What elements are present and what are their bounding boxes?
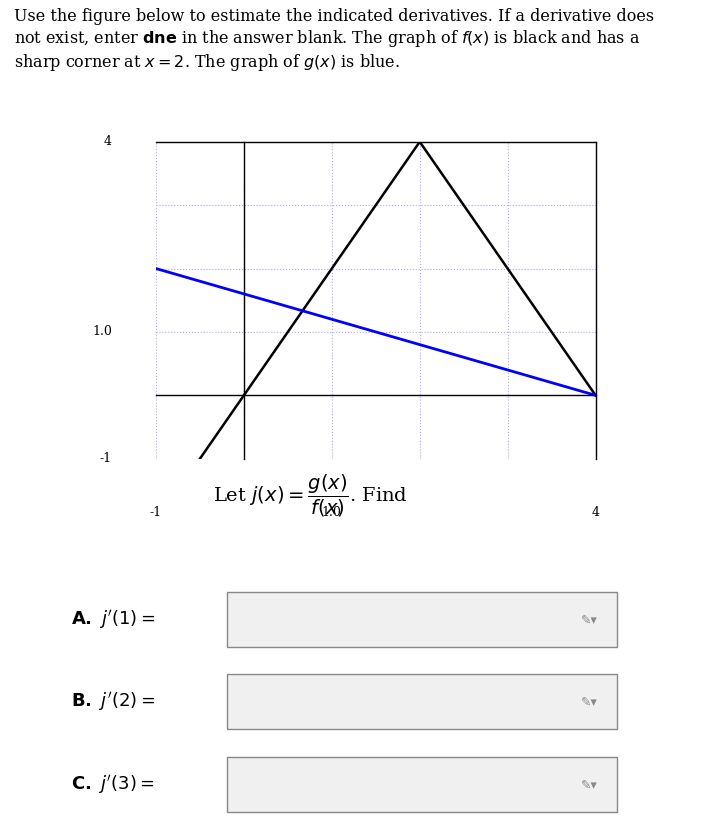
Text: 4: 4 — [591, 506, 600, 520]
FancyBboxPatch shape — [227, 592, 617, 647]
Text: 1.0: 1.0 — [322, 506, 342, 520]
Text: $\mathbf{C.}\ j'(3) =$: $\mathbf{C.}\ j'(3) =$ — [71, 773, 155, 796]
Text: $\mathbf{B.}\ j'(2) =$: $\mathbf{B.}\ j'(2) =$ — [71, 691, 155, 713]
Text: Use the figure below to estimate the indicated derivatives. If a derivative does: Use the figure below to estimate the ind… — [14, 8, 654, 73]
Text: ✎▾: ✎▾ — [581, 696, 598, 708]
Text: 1.0: 1.0 — [92, 325, 112, 339]
Text: Let $j(x) = \dfrac{g(x)}{f(x)}$. Find: Let $j(x) = \dfrac{g(x)}{f(x)}$. Find — [213, 473, 408, 520]
Text: -1: -1 — [150, 506, 162, 520]
Text: $\mathbf{A.}\ j'(1) =$: $\mathbf{A.}\ j'(1) =$ — [71, 608, 155, 631]
Text: ✎▾: ✎▾ — [581, 613, 598, 626]
Text: -1: -1 — [100, 452, 112, 465]
FancyBboxPatch shape — [227, 675, 617, 730]
Text: 4: 4 — [104, 135, 112, 148]
FancyBboxPatch shape — [227, 757, 617, 812]
Text: ✎▾: ✎▾ — [581, 778, 598, 791]
